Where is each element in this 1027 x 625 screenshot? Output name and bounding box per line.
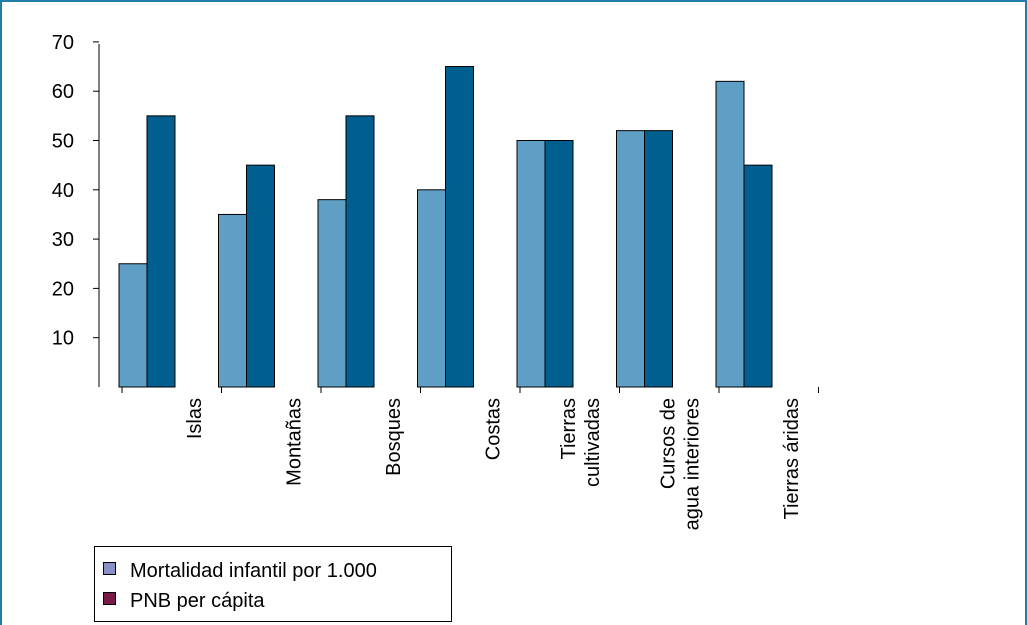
- y-tick-label: 40: [52, 180, 74, 202]
- bar-pnb: [445, 66, 474, 388]
- legend: Mortalidad infantil por 1.000 PNB per cá…: [94, 546, 452, 622]
- x-category-label: Tierras cultivadas: [558, 398, 604, 487]
- bar-mortalidad: [715, 80, 745, 388]
- y-tick-label: 70: [52, 32, 74, 54]
- y-tick-label: 50: [52, 131, 74, 153]
- x-category-label: Tierras áridas: [781, 398, 803, 520]
- legend-item-mortalidad: Mortalidad infantil por 1.000: [103, 556, 451, 586]
- x-category-label: Bosques: [383, 398, 405, 476]
- legend-label-pnb: PNB per cápita: [130, 589, 265, 612]
- bar-mortalidad: [417, 189, 446, 388]
- bar-mortalidad: [516, 140, 546, 388]
- bar-mortalidad: [218, 213, 247, 388]
- bars: [118, 66, 773, 388]
- bar-pnb: [146, 115, 176, 388]
- bar-pnb: [544, 140, 574, 388]
- y-tick-label: 60: [52, 81, 74, 103]
- x-category-label: Costas: [483, 398, 505, 460]
- legend-swatch-pnb: [103, 591, 116, 605]
- bar-mortalidad: [118, 263, 148, 388]
- y-tick-label: 20: [52, 278, 74, 300]
- y-ticks: 10 20 30 40 50 60 70: [52, 32, 99, 350]
- bar-pnb: [246, 164, 275, 388]
- category-labels: Islas Montañas Bosques Costas Tierras cultiva…: [184, 398, 803, 530]
- y-tick-label: 30: [52, 229, 74, 251]
- bar-mortalidad: [616, 130, 645, 388]
- bar-mortalidad: [317, 199, 347, 388]
- bar-pnb: [644, 130, 673, 388]
- y-tick-label: 10: [52, 328, 74, 350]
- x-ticks: [121, 387, 819, 393]
- x-category-label: Islas: [184, 398, 206, 439]
- bar-pnb: [345, 115, 375, 388]
- bar-pnb: [743, 164, 773, 388]
- x-category-label: Cursos de agua interiores: [658, 398, 704, 530]
- legend-swatch-mortalidad: [103, 561, 116, 575]
- legend-label-mortalidad: Mortalidad infantil por 1.000: [130, 559, 377, 582]
- legend-item-pnb: PNB per cápita: [103, 586, 451, 616]
- x-category-label: Montañas: [284, 398, 306, 486]
